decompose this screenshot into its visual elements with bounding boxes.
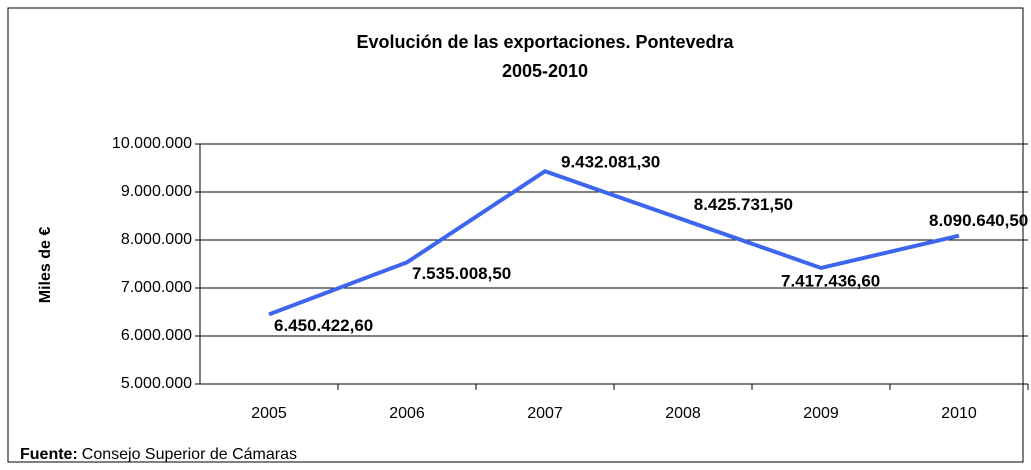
data-label: 7.417.436,60 (781, 271, 880, 290)
data-label: 9.432.081,30 (561, 153, 660, 172)
x-tick-label: 2006 (389, 405, 425, 422)
x-tick-label: 2007 (527, 405, 563, 422)
x-tick-label: 2008 (665, 405, 701, 422)
y-tick-label: 8.000.000 (121, 231, 192, 248)
source-text: Consejo Superior de Cámaras (82, 446, 297, 463)
y-tick-label: 9.000.000 (121, 183, 192, 200)
data-label: 7.535.008,50 (412, 264, 511, 283)
source-label: Fuente: (20, 446, 78, 463)
y-axis-label: Miles de € (37, 227, 54, 304)
y-tick-label: 6.000.000 (121, 327, 192, 344)
chart-border (7, 7, 1024, 463)
y-tick-label: 5.000.000 (121, 375, 192, 392)
x-tick-label: 2010 (941, 405, 977, 422)
data-label: 8.425.731,50 (694, 195, 793, 214)
x-tick-label: 2005 (251, 405, 287, 422)
y-tick-label: 7.000.000 (121, 279, 192, 296)
data-label: 8.090.640,50 (929, 211, 1028, 230)
y-tick-label: 10.000.000 (112, 135, 192, 152)
data-label: 6.450.422,60 (274, 316, 373, 335)
chart-title: Evolución de las exportaciones. Ponteved… (356, 32, 734, 52)
source: Fuente: Consejo Superior de Cámaras (20, 446, 297, 463)
x-tick-label: 2009 (803, 405, 839, 422)
line-series (268, 169, 960, 317)
chart-subtitle: 2005-2010 (502, 61, 588, 81)
